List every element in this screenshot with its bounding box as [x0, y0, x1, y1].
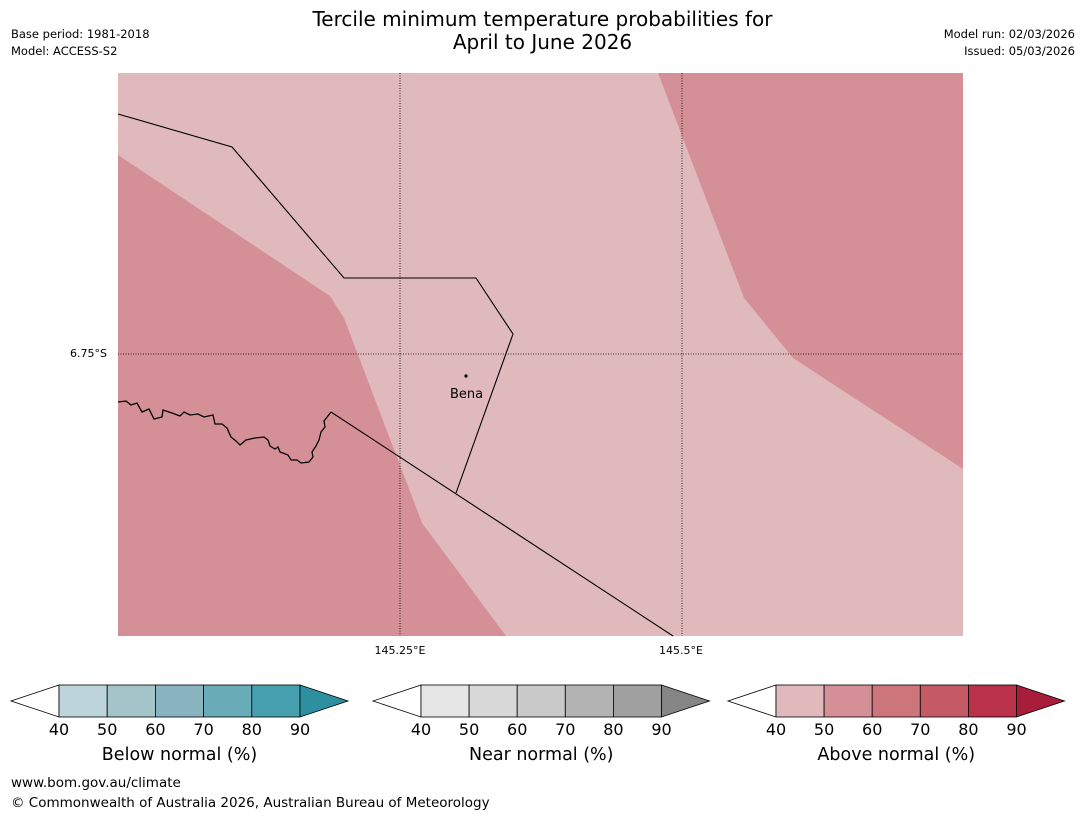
- province-border: [117, 113, 514, 494]
- title-line-1: Tercile minimum temperature probabilitie…: [312, 7, 773, 31]
- colorbar-above-tick: 70: [910, 720, 931, 739]
- colorbar-below-title: Below normal (%): [101, 745, 258, 765]
- colorbar-below-tick: 40: [48, 720, 70, 739]
- colorbar-above-tick: 50: [813, 720, 835, 739]
- meta-left: Base period: 1981-2018 Model: ACCESS-S2: [11, 26, 150, 60]
- colorbar-near-tick: 80: [603, 720, 624, 739]
- model-run: Model run: 02/03/2026: [943, 27, 1075, 41]
- colorbar-near-tick: 60: [507, 720, 528, 739]
- model-name: Model: ACCESS-S2: [11, 44, 118, 58]
- colorbar-above-segment: [968, 684, 1017, 718]
- colorbar-above-segment: [919, 684, 969, 718]
- colorbar-near-title: Near normal (%): [468, 745, 614, 765]
- colorbar-above-tick: 60: [862, 720, 883, 739]
- colorbar-near-tick: 40: [410, 720, 432, 739]
- footer-copyright: © Commonwealth of Australia 2026, Austra…: [11, 795, 490, 811]
- province-border-south: [330, 411, 674, 637]
- colorbar-near-segment: [420, 684, 470, 718]
- meta-right: Model run: 02/03/2026 Issued: 05/03/2026: [944, 26, 1075, 60]
- colorbar-near-segment: [516, 684, 566, 718]
- colorbar-near-segment: [564, 684, 614, 718]
- colorbar-above-segment: [823, 684, 873, 718]
- colorbar-below-tick: 80: [241, 720, 262, 739]
- colorbar-below-arrow-low: [9, 684, 60, 718]
- colorbar-below-arrow-high: [299, 684, 350, 718]
- place-label-bena: Bena: [450, 387, 484, 402]
- colorbar-above-tick: 80: [958, 720, 979, 739]
- colorbar-above-title: Above normal (%): [817, 745, 976, 765]
- colorbar-below-tick: 70: [193, 720, 214, 739]
- region-above-50-60-west: [118, 155, 506, 636]
- colorbar-above-arrow-high: [1016, 684, 1066, 718]
- colorbar-above-segment: [775, 684, 825, 718]
- colorbar-near-arrow-low: [371, 684, 422, 718]
- colorbar-near-tick: 50: [458, 720, 480, 739]
- issued-date: Issued: 05/03/2026: [964, 44, 1075, 58]
- colorbar-near-segment: [613, 684, 662, 718]
- lat-label-6-75s: 6.75°S: [70, 347, 107, 360]
- colorbar-near-tick: 70: [555, 720, 576, 739]
- lon-label-145-25e: 145.25°E: [374, 644, 426, 657]
- colorbar-above-tick: 40: [765, 720, 787, 739]
- base-period: Base period: 1981-2018: [11, 27, 150, 41]
- colorbar-below-segment: [251, 684, 301, 718]
- colorbar-above-arrow-low: [726, 684, 777, 718]
- colorbar-near-segment: [468, 684, 518, 718]
- title-line-2: April to June 2026: [452, 30, 633, 54]
- colorbar-below-tick: 50: [97, 720, 118, 739]
- colorbar-above-tick: 90: [1006, 720, 1027, 739]
- region-above-50-60-east: [658, 73, 963, 469]
- footer-url[interactable]: www.bom.gov.au/climate: [11, 775, 181, 791]
- lon-label-145-5e: 145.5°E: [659, 644, 703, 657]
- bena-marker: [464, 374, 468, 378]
- colorbar-near-tick: 90: [651, 720, 672, 739]
- coastline: [117, 400, 332, 464]
- colorbar-below-segment: [106, 684, 156, 718]
- colorbar-near-arrow-high: [661, 684, 711, 718]
- colorbar-above-segment: [871, 684, 921, 718]
- chart-title: Tercile minimum temperature probabilitie…: [0, 8, 1085, 54]
- colorbar-below-segment: [154, 684, 204, 718]
- colorbar-below-tick: 90: [289, 720, 311, 739]
- colorbar-below-tick: 60: [145, 720, 166, 739]
- colorbar-below-segment: [58, 684, 108, 718]
- colorbar-below-segment: [203, 684, 253, 718]
